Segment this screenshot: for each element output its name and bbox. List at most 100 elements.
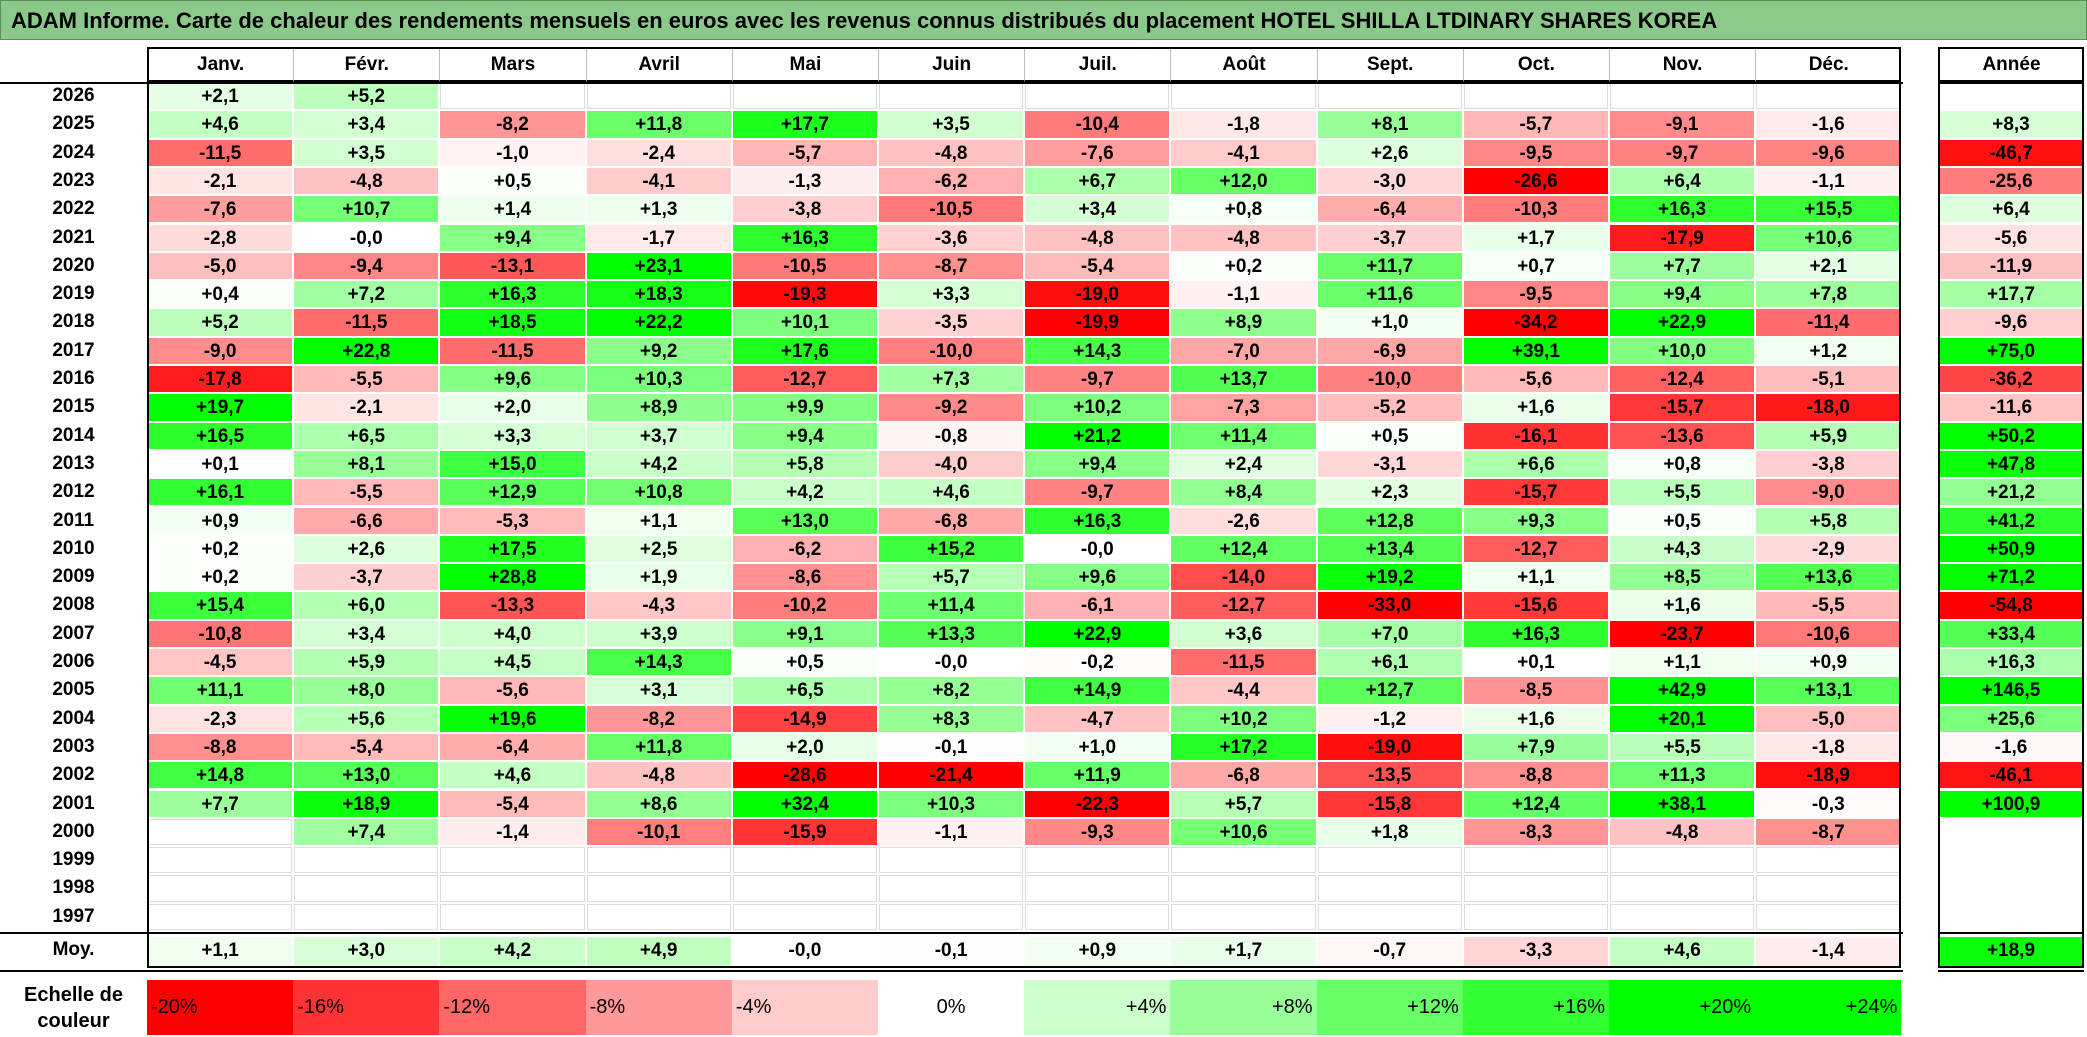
scale-swatch: +24%	[1755, 980, 1902, 1035]
heatmap-cell: -13,1	[440, 252, 585, 280]
heatmap-cell: +6,5	[732, 677, 877, 704]
annual-cell: +17,7	[1939, 281, 2083, 308]
annual-cell: -36,2	[1939, 366, 2083, 393]
heatmap-cell: -10,3	[1463, 196, 1608, 223]
heatmap-cell: -9,7	[1025, 479, 1170, 506]
year-label: 2020	[52, 254, 95, 276]
heatmap-cell: -6,2	[879, 167, 1024, 195]
heatmap-cell: +0,5	[732, 649, 877, 676]
heatmap-cell: -4,3	[586, 592, 731, 619]
heatmap-cell: +1,1	[1610, 649, 1755, 676]
annual-cell	[1939, 83, 2083, 110]
heatmap-cell: -5,5	[1756, 592, 1901, 619]
heatmap-cell: +13,3	[879, 620, 1024, 647]
heatmap-cell: +6,1	[1317, 649, 1462, 676]
heatmap-cell: +1,1	[586, 507, 731, 534]
heatmap-cell	[1025, 903, 1170, 930]
heatmap-cell: -12,7	[732, 366, 877, 393]
heatmap-cell: +9,6	[440, 366, 585, 393]
heatmap-cell: +6,6	[1463, 450, 1608, 478]
heatmap-cell: -6,8	[879, 507, 1024, 534]
heatmap-cell: +2,6	[294, 535, 439, 563]
annual-cell: +25,6	[1939, 705, 2083, 732]
heatmap-cell: -5,4	[440, 790, 585, 817]
heatmap-cell: +3,6	[1171, 620, 1316, 647]
heatmap-cell	[1756, 903, 1901, 930]
heatmap-cell: +7,0	[1317, 620, 1462, 647]
month-header: Juil.	[1024, 47, 1171, 82]
heatmap-cell: -1,4	[440, 818, 585, 846]
separator-line	[1938, 932, 2084, 934]
heatmap-cell: +7,9	[1463, 733, 1608, 761]
average-cell: -3,3	[1463, 937, 1608, 967]
heatmap-cell: +7,7	[1610, 252, 1755, 280]
heatmap-cell: +11,4	[1171, 422, 1316, 449]
heatmap-cell: +23,1	[586, 252, 731, 280]
heatmap-cell: +28,8	[440, 564, 585, 591]
annual-cell: +71,2	[1939, 564, 2083, 591]
heatmap-cell: +0,5	[440, 167, 585, 195]
heatmap-cell: -13,5	[1317, 762, 1462, 789]
month-header: Avril	[585, 47, 732, 82]
heatmap-cell: +10,7	[294, 196, 439, 223]
heatmap-cell: -10,1	[586, 818, 731, 846]
heatmap-cell: +8,5	[1610, 564, 1755, 591]
heatmap-cell: -2,4	[586, 139, 731, 166]
heatmap-cell: +39,1	[1463, 337, 1608, 364]
heatmap-cell: +1,0	[1025, 733, 1170, 761]
heatmap-cell	[1610, 875, 1755, 902]
month-header: Nov.	[1609, 47, 1756, 82]
heatmap-cell: -4,8	[586, 762, 731, 789]
annual-cell: +50,9	[1939, 535, 2083, 563]
average-label: Moy.	[52, 939, 95, 960]
heatmap-cell: +10,3	[879, 790, 1024, 817]
heatmap-cell: +5,8	[1756, 507, 1901, 534]
heatmap-cell: +11,4	[879, 592, 1024, 619]
heatmap-cell: -4,8	[879, 139, 1024, 166]
heatmap-cell: +5,2	[294, 83, 439, 110]
heatmap-cell: -18,0	[1756, 394, 1901, 421]
year-label: 2011	[52, 509, 95, 531]
heatmap-cell: -9,7	[1025, 366, 1170, 393]
heatmap-cell: -10,5	[732, 252, 877, 280]
heatmap-cell: +2,6	[1317, 139, 1462, 166]
heatmap-cell: +16,3	[1463, 620, 1608, 647]
scale-swatch: +8%	[1170, 980, 1317, 1035]
year-label: 2007	[52, 622, 95, 644]
month-header: Déc.	[1755, 47, 1902, 82]
heatmap-cell	[1463, 83, 1608, 110]
heatmap-cell: -2,1	[148, 167, 293, 195]
heatmap-cell: -1,8	[1171, 111, 1316, 138]
heatmap-cell: -19,0	[1317, 733, 1462, 761]
heatmap-cell: -6,2	[732, 535, 877, 563]
heatmap-cell: +5,9	[294, 649, 439, 676]
heatmap-cell: +2,1	[148, 83, 293, 110]
year-label: 2026	[52, 85, 95, 106]
annual-cell: +16,3	[1939, 649, 2083, 676]
heatmap-cell: -9,0	[148, 337, 293, 364]
heatmap-cell: +19,2	[1317, 564, 1462, 591]
heatmap-cell: +5,7	[1171, 790, 1316, 817]
heatmap-cell: +5,2	[148, 309, 293, 336]
heatmap-cell: +10,6	[1171, 818, 1316, 846]
month-header: Mars	[439, 47, 586, 82]
heatmap-cell: -0,8	[879, 422, 1024, 449]
annual-cell: +146,5	[1939, 677, 2083, 704]
year-label: 1997	[52, 905, 95, 927]
heatmap-cell: +3,3	[879, 281, 1024, 308]
heatmap-cell: +0,7	[1463, 252, 1608, 280]
heatmap-cell: +1,6	[1463, 394, 1608, 421]
heatmap-cell	[1610, 83, 1755, 110]
heatmap-cell: +9,2	[586, 337, 731, 364]
heatmap-cell: +17,5	[440, 535, 585, 563]
heatmap-cell: +11,9	[1025, 762, 1170, 789]
heatmap-cell: +13,7	[1171, 366, 1316, 393]
heatmap-cell: -6,4	[440, 733, 585, 761]
heatmap-cell: +4,2	[732, 479, 877, 506]
heatmap-cell: +5,8	[732, 450, 877, 478]
heatmap-cell: +22,2	[586, 309, 731, 336]
month-header: Oct.	[1462, 47, 1609, 82]
heatmap-cell	[1463, 847, 1608, 874]
heatmap-cell: +3,4	[294, 111, 439, 138]
heatmap-cell	[732, 903, 877, 930]
